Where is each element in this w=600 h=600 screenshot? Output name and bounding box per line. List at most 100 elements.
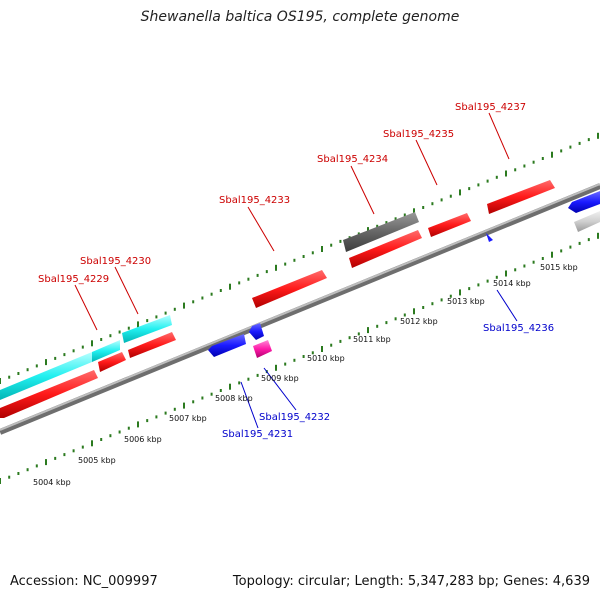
minor-tick [385, 321, 388, 325]
gene-label-sbal195-4234[interactable]: Sbal195_4234 [317, 154, 388, 165]
major-tick [413, 308, 415, 315]
genome-summary-label: Topology: circular; Length: 5,347,283 bp… [232, 574, 590, 589]
scale-label-5014: 5014 kbp [493, 279, 531, 288]
major-tick [321, 246, 323, 252]
gene-labels: Sbal195_4229 Sbal195_4230 Sbal195_4233 S… [38, 102, 554, 440]
minor-tick [201, 296, 204, 300]
major-tick [91, 440, 93, 447]
minor-tick [201, 396, 204, 400]
gene-red-4233[interactable] [252, 270, 327, 308]
minor-tick [523, 264, 526, 268]
major-tick [505, 170, 507, 177]
gene-red-long[interactable] [0, 370, 98, 418]
upper-tick-track [0, 132, 599, 384]
minor-tick [311, 351, 314, 355]
major-tick [229, 383, 231, 390]
minor-tick [238, 281, 241, 285]
minor-tick [63, 453, 66, 457]
minor-tick [431, 202, 434, 206]
gene-red-4235[interactable] [428, 213, 471, 237]
major-tick [459, 189, 461, 196]
minor-tick [477, 183, 480, 187]
gene-red-4237[interactable] [487, 180, 555, 214]
minor-tick [376, 324, 379, 328]
gene-label-sbal195-4229[interactable]: Sbal195_4229 [38, 274, 109, 285]
minor-tick [238, 381, 241, 385]
minor-tick [284, 262, 287, 266]
minor-tick [63, 353, 66, 357]
minor-tick [256, 273, 259, 277]
minor-tick [348, 336, 351, 340]
map-title: Shewanella baltica OS195, complete genom… [140, 9, 460, 25]
gene-blue-4236[interactable] [486, 233, 493, 242]
major-tick [505, 270, 507, 277]
gene-blue-4231[interactable] [208, 334, 246, 357]
gene-gray-4234[interactable] [343, 212, 419, 252]
major-tick [137, 321, 139, 328]
minor-tick [514, 168, 517, 172]
minor-tick [210, 292, 213, 296]
gene-cyan-long[interactable] [0, 352, 92, 400]
minor-tick [523, 164, 526, 168]
minor-tick [265, 270, 268, 274]
gene-label-sbal195-4232[interactable]: Sbal195_4232 [259, 412, 330, 423]
minor-tick [127, 426, 130, 430]
scale-label-5008: 5008 kbp [215, 394, 253, 403]
gene-cyan-short[interactable] [92, 340, 120, 362]
major-tick [597, 232, 599, 239]
minor-tick [284, 362, 287, 366]
gene-cyan-4230[interactable] [122, 315, 172, 343]
minor-tick [17, 472, 20, 475]
minor-tick [219, 289, 222, 292]
minor-tick [72, 449, 75, 453]
minor-tick [495, 275, 498, 279]
gene-red-4230[interactable] [128, 332, 176, 358]
major-tick [0, 378, 1, 384]
minor-tick [532, 160, 535, 164]
major-tick [413, 208, 415, 215]
minor-tick [26, 468, 29, 472]
minor-tick [35, 364, 38, 368]
minor-tick [155, 415, 158, 419]
gene-label-sbal195-4233[interactable]: Sbal195_4233 [219, 195, 290, 206]
minor-tick [302, 355, 305, 358]
minor-tick [541, 157, 544, 160]
minor-tick [247, 377, 250, 381]
major-tick [597, 132, 599, 139]
gene-label-sbal195-4236[interactable]: Sbal195_4236 [483, 323, 554, 334]
minor-tick [118, 330, 121, 334]
tick-tracks [0, 132, 599, 484]
minor-tick [109, 434, 112, 438]
gene-gray-right[interactable] [574, 211, 600, 232]
major-tick [229, 283, 231, 290]
minor-tick [587, 238, 590, 242]
minor-tick [495, 175, 498, 179]
genome-backbone [0, 183, 600, 435]
minor-tick [468, 287, 471, 291]
minor-tick [477, 283, 480, 287]
minor-tick [127, 326, 130, 330]
minor-tick [192, 300, 195, 304]
reverse-strand-genes [208, 191, 600, 358]
minor-tick [54, 356, 57, 360]
gene-red-4234[interactable] [349, 230, 422, 268]
minor-tick [100, 338, 103, 341]
gene-red-4229[interactable] [98, 352, 126, 372]
minor-tick [330, 243, 333, 247]
minor-tick [72, 349, 75, 353]
minor-tick [164, 311, 167, 315]
gene-label-sbal195-4235[interactable]: Sbal195_4235 [383, 129, 454, 140]
major-tick [45, 359, 47, 366]
gene-blue-right[interactable] [568, 191, 600, 213]
gene-label-sbal195-4231[interactable]: Sbal195_4231 [222, 429, 293, 440]
gene-label-sbal195-4237[interactable]: Sbal195_4237 [455, 102, 526, 113]
minor-tick [532, 260, 535, 264]
scale-label-5015: 5015 kbp [540, 263, 578, 272]
gene-label-sbal195-4230[interactable]: Sbal195_4230 [80, 256, 151, 267]
minor-tick [468, 187, 471, 191]
gene-magenta-4232[interactable] [253, 340, 272, 358]
gene-blue-small[interactable] [249, 323, 264, 340]
scale-label-5007: 5007 kbp [169, 414, 207, 423]
minor-tick [578, 241, 581, 245]
